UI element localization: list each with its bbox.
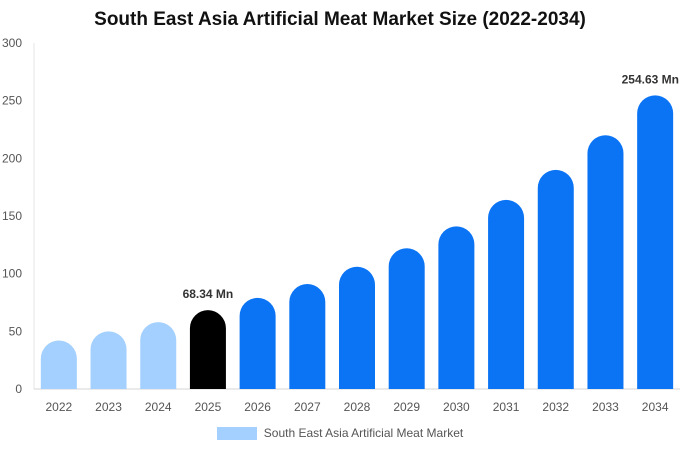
bar-2034 (637, 95, 674, 390)
legend-swatch (216, 426, 257, 440)
bar-2028 (339, 266, 375, 389)
x-tick-label: 2032 (542, 400, 569, 414)
x-tick-label: 2033 (592, 400, 619, 414)
legend[interactable]: South East Asia Artificial Meat Market (0, 426, 680, 440)
bar-2033 (587, 135, 624, 389)
y-tick-label: 150 (2, 209, 22, 223)
x-tick-label: 2022 (45, 400, 72, 414)
x-tick-label: 2029 (393, 400, 420, 414)
chart-title: South East Asia Artificial Meat Market S… (94, 9, 586, 30)
x-tick-label: 2025 (195, 400, 222, 414)
x-tick-label: 2026 (244, 400, 271, 414)
bar-2029 (388, 248, 425, 389)
y-tick-label: 200 (2, 151, 22, 165)
x-tick-label: 2024 (145, 400, 172, 414)
bar-2024 (140, 322, 177, 389)
bar-2032 (537, 169, 574, 389)
x-tick-label: 2023 (95, 400, 122, 414)
x-tick-label: 2030 (443, 400, 470, 414)
data-label: 68.34 Mn (183, 287, 234, 301)
bar-2031 (488, 199, 525, 389)
x-tick-label: 2028 (344, 400, 371, 414)
y-tick-label: 0 (15, 382, 22, 396)
bar-2023 (90, 331, 127, 389)
data-label: 254.63 Mn (622, 72, 679, 86)
legend-label: South East Asia Artificial Meat Market (263, 426, 464, 440)
bar-2025 (189, 310, 226, 389)
bar-2022 (40, 340, 77, 389)
y-tick-label: 50 (9, 324, 23, 338)
y-tick-label: 300 (2, 36, 22, 50)
bar-2026 (239, 297, 276, 389)
x-tick-label: 2027 (294, 400, 321, 414)
x-tick-label: 2034 (642, 400, 669, 414)
y-tick-label: 100 (2, 267, 22, 281)
x-tick-label: 2031 (493, 400, 520, 414)
bar-2030 (438, 226, 475, 389)
y-tick-label: 250 (2, 94, 22, 108)
bar-2027 (289, 284, 326, 389)
